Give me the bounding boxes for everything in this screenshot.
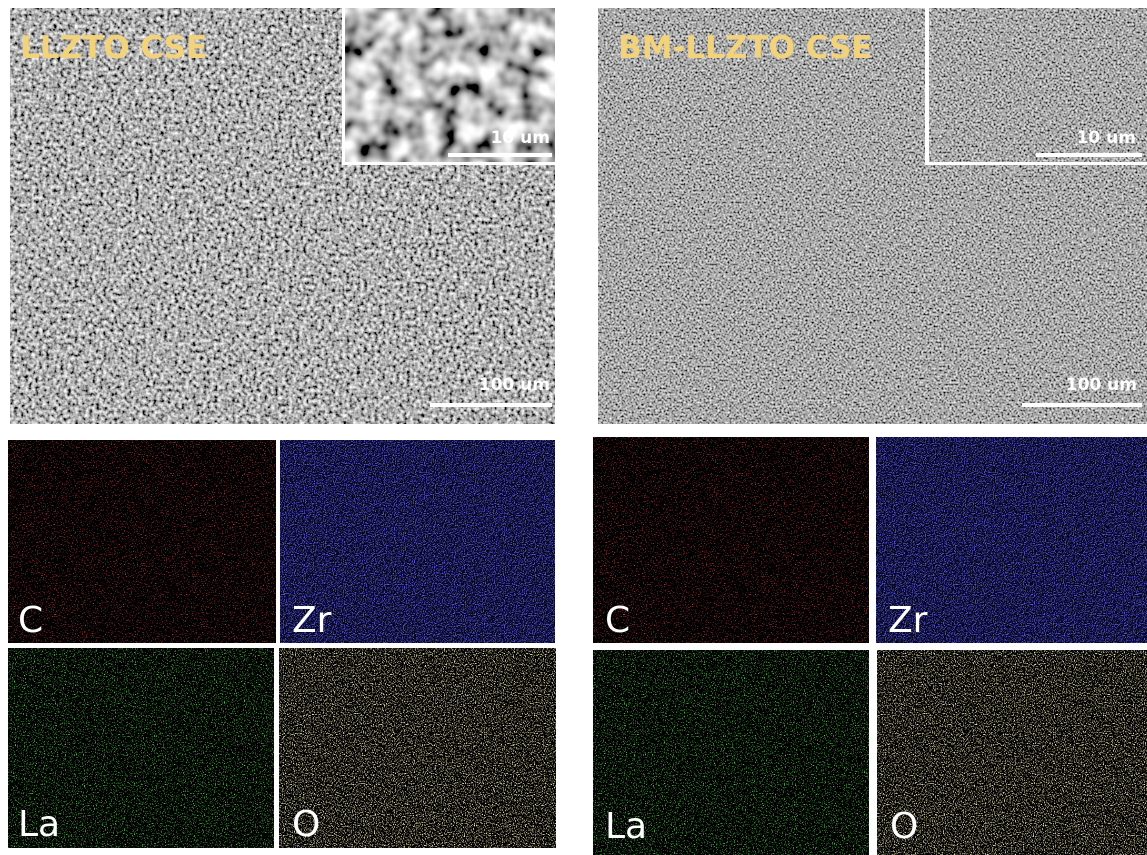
- scale-label: 100 um: [479, 375, 550, 395]
- element-label: C: [18, 600, 43, 641]
- element-label: La: [605, 806, 647, 847]
- element-label: Zr: [888, 600, 928, 641]
- scale-bar: [448, 153, 552, 157]
- map-dots: [279, 648, 556, 848]
- map-dots: [8, 440, 276, 643]
- scale-bar: [1036, 153, 1142, 157]
- sem-panel: BM-LLZTO CSE 10 um 100 um: [598, 8, 1147, 424]
- inset-scale-label: 10 um: [491, 128, 550, 148]
- scale-label: 100 um: [1066, 375, 1137, 395]
- eds-maps: C Zr La O: [593, 437, 1147, 855]
- element-label: C: [605, 600, 630, 641]
- panel-title: LLZTO CSE: [20, 30, 207, 66]
- element-label: Zr: [292, 600, 332, 641]
- panel-title: BM-LLZTO CSE: [618, 30, 872, 66]
- figure: LLZTO CSE 10 um 100 um BM-LLZTO CSE 10 u…: [0, 0, 1147, 855]
- inset-scale-label: 10 um: [1077, 128, 1136, 148]
- scale-bar: [1022, 403, 1142, 407]
- scale-bar: [430, 403, 552, 407]
- element-label: O: [890, 806, 918, 847]
- element-label: La: [18, 804, 60, 845]
- eds-maps: C Zr La O: [8, 440, 556, 848]
- sem-panel: LLZTO CSE 10 um 100 um: [10, 8, 555, 424]
- map-dots: [593, 437, 869, 643]
- element-label: O: [292, 804, 320, 845]
